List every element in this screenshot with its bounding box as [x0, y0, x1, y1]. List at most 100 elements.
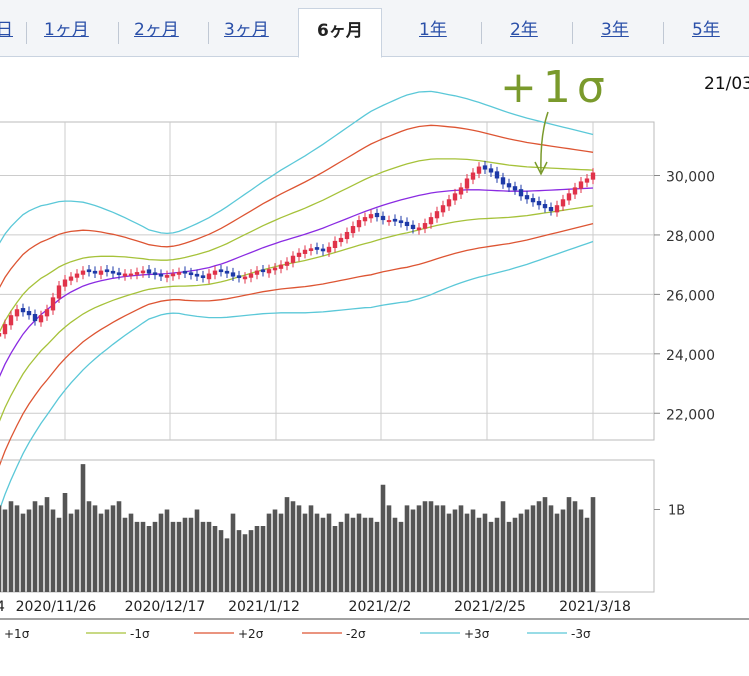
volume-bar: [392, 517, 398, 592]
candle-body: [488, 168, 494, 173]
volume-bar: [584, 517, 590, 592]
volume-bar: [374, 521, 380, 592]
candle-body: [590, 172, 596, 180]
volume-bar: [116, 501, 122, 592]
tab-2-months[interactable]: 2ヶ月: [134, 20, 179, 40]
volume-bar: [482, 513, 488, 592]
candle-body: [56, 285, 62, 299]
volume-bar: [398, 521, 404, 592]
plus-3-sigma-line: [0, 90, 594, 244]
candle-body: [188, 272, 194, 276]
volume-bar: [38, 505, 44, 592]
volume-bar: [86, 501, 92, 592]
candle-body: [458, 187, 464, 195]
plus-1-sigma-line: [0, 158, 594, 333]
candle-body: [302, 249, 308, 254]
volume-bar: [176, 521, 182, 592]
candle-body: [560, 199, 566, 207]
tab-1-month[interactable]: 1ヶ月: [44, 20, 89, 40]
candle-body: [518, 189, 524, 197]
volume-bar: [26, 509, 32, 592]
candle-body: [260, 269, 266, 273]
volume-bar: [518, 513, 524, 592]
volume-bar: [458, 505, 464, 592]
volume-bar: [290, 501, 296, 592]
candle-body: [128, 273, 134, 276]
tab-separator: [663, 22, 664, 44]
candle-body: [296, 252, 302, 257]
x-tick-label: 2021/3/18: [559, 599, 631, 615]
candle-body: [266, 269, 272, 274]
volume-bar: [302, 513, 308, 592]
volume-bar: [446, 513, 452, 592]
candle-body: [164, 275, 170, 278]
volume-bar: [566, 497, 572, 592]
volume-bar: [284, 497, 290, 592]
price-tick-label: 28,000: [666, 229, 715, 245]
volume-bar: [560, 509, 566, 592]
tab-6-months[interactable]: 6ヶ月: [298, 8, 382, 58]
tab-separator: [208, 22, 209, 44]
candle-body: [158, 273, 164, 277]
candle-body: [566, 193, 572, 201]
candle-body: [368, 214, 374, 219]
tab-2-years[interactable]: 2年: [510, 20, 538, 40]
candle-body: [152, 272, 158, 276]
tab-day[interactable]: 日: [0, 20, 13, 40]
legend-label: +3σ: [464, 627, 490, 641]
volume-bar: [236, 530, 242, 592]
candle-body: [176, 272, 182, 275]
volume-bar: [326, 513, 332, 592]
volume-bar: [500, 501, 506, 592]
volume-bar: [134, 521, 140, 592]
legend-label: -3σ: [571, 627, 591, 641]
candle-body: [140, 270, 146, 274]
volume-bar: [188, 517, 194, 592]
volume-bar: [512, 517, 518, 592]
volume-bar: [554, 513, 560, 592]
candle-body: [386, 220, 392, 223]
candle-body: [134, 272, 140, 275]
candle-body: [146, 269, 152, 274]
x-tick-label: 4: [0, 599, 5, 615]
candle-body: [506, 183, 512, 188]
tab-3-months[interactable]: 3ヶ月: [224, 20, 269, 40]
volume-bar: [404, 505, 410, 592]
volume-bar: [320, 517, 326, 592]
volume-bar: [266, 513, 272, 592]
volume-bar: [308, 505, 314, 592]
volume-bar: [362, 517, 368, 592]
minus-2-sigma-line: [0, 222, 594, 466]
candle-body: [200, 275, 206, 279]
candle-body: [530, 198, 536, 203]
tab-5-years[interactable]: 5年: [692, 20, 720, 40]
candle-body: [356, 220, 362, 228]
volume-bar: [314, 513, 320, 592]
volume-bar: [356, 513, 362, 592]
candle-body: [284, 261, 290, 266]
volume-tick-label: 1B: [668, 504, 685, 519]
candle-body: [8, 315, 14, 326]
tab-1-year[interactable]: 1年: [419, 20, 447, 40]
candle-body: [584, 178, 590, 183]
volume-bar: [578, 509, 584, 592]
plus-2-sigma-line: [0, 124, 594, 288]
volume-bar: [98, 513, 104, 592]
volume-bar: [206, 521, 212, 592]
candle-body: [416, 227, 422, 231]
candle-body: [0, 333, 2, 337]
candle-body: [116, 272, 122, 276]
candle-body: [50, 297, 56, 311]
candle-body: [398, 220, 404, 224]
price-tick-label: 22,000: [666, 407, 715, 423]
volume-bar: [452, 509, 458, 592]
candle-body: [476, 166, 482, 174]
candle-body: [350, 226, 356, 234]
candle-body: [314, 247, 320, 250]
candle-body: [68, 276, 74, 281]
candle-body: [410, 224, 416, 229]
candle-body: [290, 255, 296, 263]
candle-body: [104, 269, 110, 273]
period-tab-bar: 日 1ヶ月 2ヶ月 3ヶ月 6ヶ月 1年 2年 3年 5年: [0, 0, 749, 58]
tab-3-years[interactable]: 3年: [601, 20, 629, 40]
